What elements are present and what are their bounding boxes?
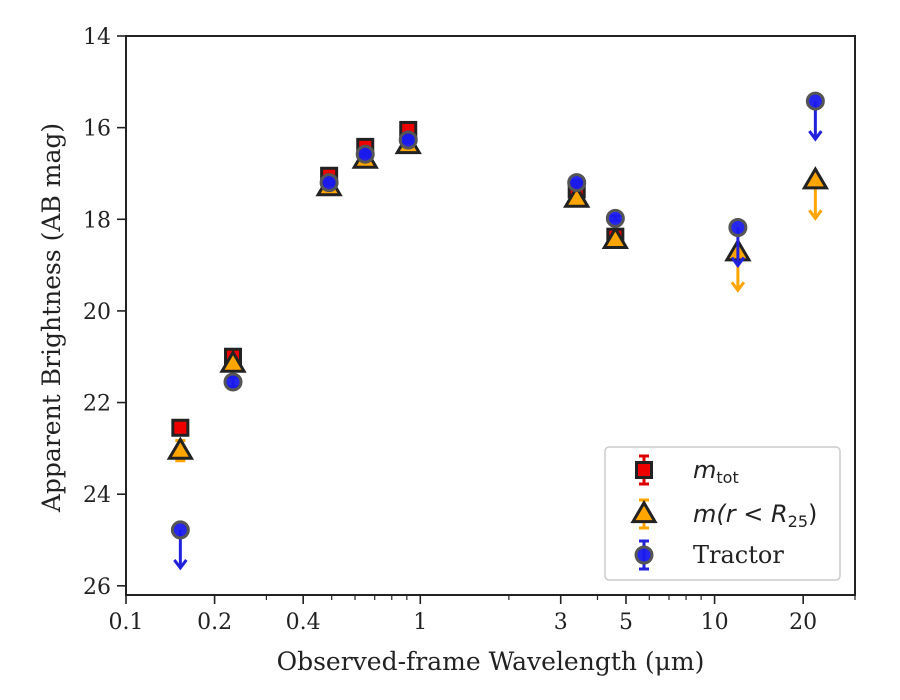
legend-entry: Tractor: [634, 539, 784, 571]
circle-marker: [605, 208, 625, 228]
x-tick-label: 0.2: [197, 610, 232, 635]
x-tick-label: 3: [554, 610, 568, 635]
triangle-marker: [601, 225, 629, 249]
y-tick-label: 14: [83, 25, 111, 50]
x-tick-label: 20: [789, 610, 817, 635]
y-tick-label: 18: [83, 208, 111, 233]
upper-limit-arrowhead: [808, 209, 823, 221]
data-point: [219, 349, 247, 373]
x-tick-label: 5: [619, 610, 633, 635]
legend-entry: mtot: [635, 454, 739, 487]
square-marker: [171, 418, 190, 437]
triangle-marker: [630, 499, 658, 524]
y-tick-label: 22: [83, 392, 111, 417]
triangle-marker: [166, 436, 194, 460]
data-point: [223, 372, 243, 392]
y-axis-label: Apparent Brightness (AB mag): [37, 123, 66, 513]
legend: mtot m(r < R25) Tractor: [604, 446, 841, 581]
triangle-marker: [801, 166, 829, 190]
series-1: [171, 120, 625, 437]
data-point: [355, 144, 375, 164]
triangle-marker: [219, 349, 247, 373]
legend-box: [604, 446, 841, 581]
y-tick-label: 26: [83, 575, 111, 600]
data-point: [728, 218, 748, 269]
upper-limit-arrowhead: [730, 281, 746, 293]
circle-marker: [355, 144, 375, 164]
series-2: [166, 130, 829, 463]
plot-frame: [125, 35, 856, 596]
legend-label: mtot: [693, 456, 739, 487]
data-point: [801, 166, 829, 221]
circle-marker: [319, 173, 339, 193]
y-tick-label: 20: [83, 300, 111, 325]
axis-ticks: 0.1 0.2 0.4 1 3 5 10 20 14 16 18 20 22 24 26: [83, 25, 856, 635]
series-3: [170, 91, 825, 571]
circle-marker: [223, 372, 243, 392]
data-point: [563, 184, 591, 208]
data-point: [567, 173, 587, 193]
circle-marker: [728, 218, 748, 238]
data-point: [398, 130, 418, 150]
circle-marker: [634, 545, 654, 565]
circle-marker: [170, 520, 190, 540]
data-point: [170, 520, 190, 571]
upper-limit-arrowhead: [730, 256, 746, 269]
square-marker: [635, 461, 653, 479]
data-point: [805, 91, 825, 142]
triangle-marker: [563, 184, 591, 208]
data-point: [319, 173, 339, 193]
data-points: [166, 91, 829, 571]
x-axis-label: Observed-frame Wavelength (μm): [277, 647, 705, 676]
upper-limit-arrowhead: [173, 559, 188, 571]
legend-label: Tractor: [693, 541, 784, 569]
data-point: [171, 418, 190, 437]
data-point: [166, 436, 194, 463]
y-tick-label: 16: [83, 117, 111, 142]
circle-marker: [567, 173, 587, 193]
circle-marker: [805, 91, 825, 111]
circle-marker: [398, 130, 418, 150]
legend-label: m(r < R25): [693, 500, 817, 531]
data-point: [601, 225, 629, 249]
x-tick-label: 1: [413, 610, 427, 635]
x-tick-label: 10: [701, 610, 729, 635]
upper-limit-arrowhead: [808, 130, 823, 142]
y-tick-label: 24: [83, 483, 111, 508]
x-tick-label: 0.4: [286, 610, 321, 635]
legend-entry: m(r < R25): [630, 498, 817, 531]
x-tick-label: 0.1: [109, 610, 144, 635]
data-point: [605, 208, 625, 228]
